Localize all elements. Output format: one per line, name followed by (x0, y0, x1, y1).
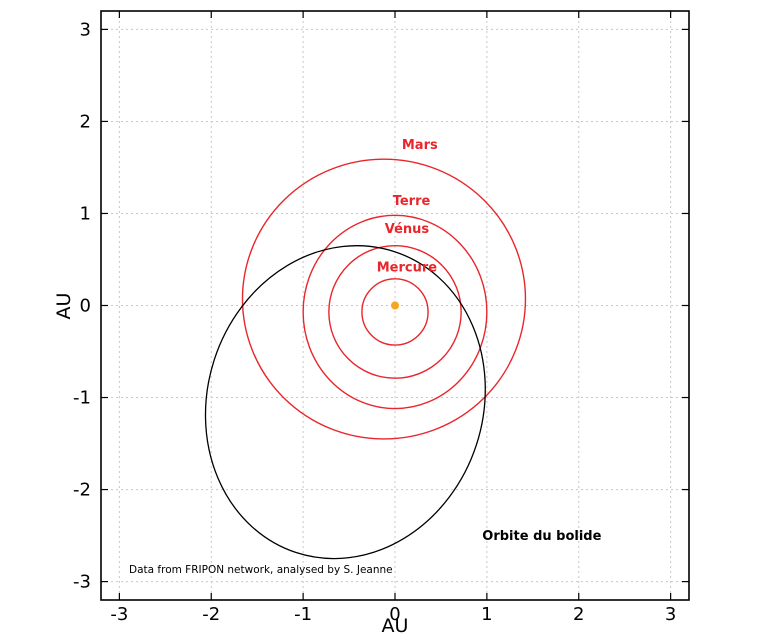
orbit-label: Terre (393, 194, 431, 209)
y-axis-label: AU (53, 293, 75, 320)
bolide-orbit-group (204, 245, 486, 560)
orbit-venus (328, 244, 462, 379)
grid (101, 11, 689, 600)
orbit-mercure (361, 278, 429, 346)
orbits (241, 158, 527, 440)
orbit-label: Mercure (377, 260, 438, 275)
y-tick-label: 1 (80, 203, 91, 224)
x-tick-label: 3 (665, 604, 676, 625)
x-tick-label: -2 (202, 604, 220, 625)
x-tick-label: 2 (573, 604, 584, 625)
y-tick-label: -3 (73, 572, 91, 593)
x-tick-label: -3 (110, 604, 128, 625)
x-axis-label: AU (382, 615, 409, 637)
bolide-label: Orbite du bolide (482, 529, 601, 544)
credit-annotation: Data from FRIPON network, analysed by S.… (129, 564, 393, 576)
orbit-label: Mars (402, 138, 438, 153)
x-tick-label: -1 (294, 604, 312, 625)
orbit-terre (302, 214, 488, 410)
y-tick-label: 2 (80, 111, 91, 132)
labels: -3 -2 -1 0 1 2 3 -3 -2 -1 0 1 2 3 Mercure Vénus Terre Mar… (73, 19, 676, 625)
x-tick-label: 1 (481, 604, 492, 625)
bolide-orbit (204, 245, 486, 560)
y-tick-label: -1 (73, 388, 91, 409)
y-tick-label: 0 (80, 296, 91, 317)
orbit-label: Vénus (385, 222, 430, 237)
x-tick-label: 0 (389, 604, 400, 625)
axis-ticks (101, 11, 689, 600)
sun-marker (391, 301, 399, 310)
y-tick-label: -2 (73, 480, 91, 501)
y-tick-label: 3 (80, 19, 91, 40)
plot-frame (100, 10, 690, 601)
orbit-mars (241, 158, 527, 440)
